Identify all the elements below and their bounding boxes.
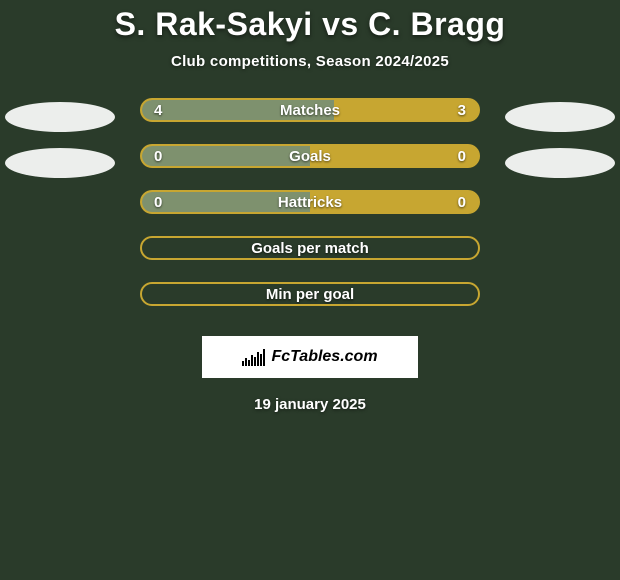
- player-left-value-ellipse: [5, 102, 115, 132]
- stat-bar: 0 Hattricks 0: [140, 190, 480, 214]
- stat-left-value: 0: [154, 148, 162, 165]
- stat-right-value: 3: [458, 102, 466, 119]
- stat-label: Goals: [289, 148, 331, 165]
- logo-text: FcTables.com: [271, 348, 377, 366]
- stat-label: Goals per match: [251, 240, 369, 257]
- stat-bar: 0 Goals 0: [140, 144, 480, 168]
- comparison-row: 4 Matches 3: [0, 98, 620, 144]
- comparison-rows: 4 Matches 3 0 Goals 0 0 Hattricks 0 Goals per mat…: [0, 98, 620, 328]
- content-container: S. Rak-Sakyi vs C. Bragg Club competitio…: [0, 0, 620, 413]
- comparison-row: 0 Goals 0: [0, 144, 620, 190]
- stat-bar: Goals per match: [140, 236, 480, 260]
- date-label: 19 january 2025: [0, 396, 620, 413]
- player-right-value-ellipse: [505, 102, 615, 132]
- player-left-value-ellipse: [5, 148, 115, 178]
- page-subtitle: Club competitions, Season 2024/2025: [0, 53, 620, 70]
- stat-label: Min per goal: [266, 286, 354, 303]
- comparison-row: Goals per match: [0, 236, 620, 282]
- stat-bar: Min per goal: [140, 282, 480, 306]
- stat-right-value: 0: [458, 194, 466, 211]
- logo-box: FcTables.com: [202, 336, 418, 378]
- stat-bar-fill: [142, 146, 310, 166]
- stat-label: Matches: [280, 102, 340, 119]
- stat-left-value: 4: [154, 102, 162, 119]
- comparison-row: 0 Hattricks 0: [0, 190, 620, 236]
- logo-chart-icon: [242, 348, 265, 366]
- stat-right-value: 0: [458, 148, 466, 165]
- page-title: S. Rak-Sakyi vs C. Bragg: [0, 6, 620, 43]
- player-right-value-ellipse: [505, 148, 615, 178]
- stat-label: Hattricks: [278, 194, 342, 211]
- stat-left-value: 0: [154, 194, 162, 211]
- stat-bar: 4 Matches 3: [140, 98, 480, 122]
- comparison-row: Min per goal: [0, 282, 620, 328]
